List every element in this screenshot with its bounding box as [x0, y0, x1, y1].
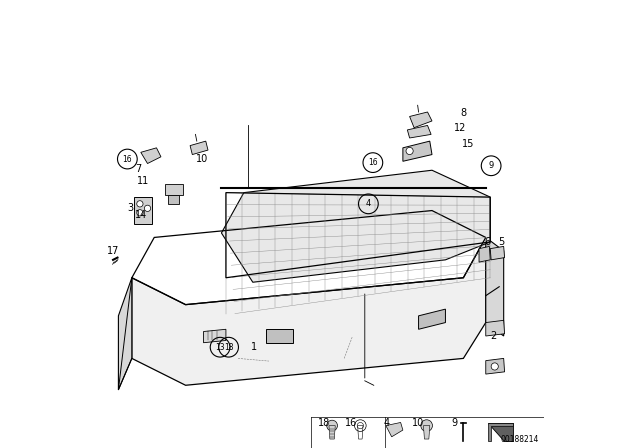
- Polygon shape: [266, 329, 293, 343]
- Text: 9: 9: [488, 161, 494, 170]
- Text: 16: 16: [368, 158, 378, 167]
- Text: 17: 17: [107, 246, 119, 256]
- Polygon shape: [419, 309, 445, 329]
- Text: 18: 18: [317, 418, 330, 428]
- Text: 00188214: 00188214: [500, 435, 538, 444]
- Polygon shape: [490, 246, 504, 260]
- Polygon shape: [132, 237, 486, 385]
- Text: 9: 9: [451, 418, 458, 428]
- Polygon shape: [386, 422, 403, 437]
- Text: 16: 16: [122, 155, 132, 164]
- Circle shape: [491, 363, 499, 370]
- Circle shape: [327, 420, 337, 431]
- Polygon shape: [488, 423, 513, 441]
- Polygon shape: [486, 320, 504, 336]
- Polygon shape: [168, 195, 179, 204]
- Polygon shape: [141, 148, 161, 164]
- Text: 4: 4: [383, 418, 389, 428]
- Polygon shape: [190, 141, 208, 155]
- Polygon shape: [403, 141, 432, 161]
- Text: 2: 2: [491, 331, 497, 341]
- Text: 10: 10: [196, 154, 208, 164]
- Polygon shape: [479, 246, 490, 262]
- Polygon shape: [329, 426, 335, 439]
- Circle shape: [406, 147, 413, 155]
- Text: 16: 16: [345, 418, 358, 428]
- Text: 3: 3: [127, 203, 133, 213]
- Text: 4: 4: [365, 199, 371, 208]
- Polygon shape: [407, 125, 431, 138]
- Text: 14: 14: [134, 210, 147, 220]
- Text: 12: 12: [454, 123, 466, 133]
- Text: 10: 10: [412, 418, 424, 428]
- Text: 8: 8: [460, 108, 467, 118]
- Polygon shape: [165, 184, 184, 195]
- Text: 7: 7: [136, 164, 141, 174]
- Circle shape: [137, 201, 143, 207]
- Text: 6: 6: [484, 237, 490, 247]
- Text: 5: 5: [499, 237, 504, 247]
- Text: 13: 13: [215, 343, 225, 352]
- Polygon shape: [204, 329, 226, 343]
- Polygon shape: [221, 170, 490, 282]
- Polygon shape: [486, 237, 504, 336]
- Polygon shape: [424, 426, 430, 439]
- Text: 1: 1: [251, 342, 257, 352]
- Polygon shape: [486, 358, 504, 374]
- Text: 18: 18: [224, 343, 234, 352]
- Polygon shape: [410, 112, 432, 128]
- Circle shape: [421, 420, 433, 431]
- Circle shape: [145, 205, 150, 211]
- Polygon shape: [134, 197, 152, 224]
- Polygon shape: [488, 423, 513, 441]
- Text: 15: 15: [461, 139, 474, 149]
- Circle shape: [137, 210, 143, 216]
- Polygon shape: [118, 278, 132, 390]
- Text: 11: 11: [137, 177, 149, 186]
